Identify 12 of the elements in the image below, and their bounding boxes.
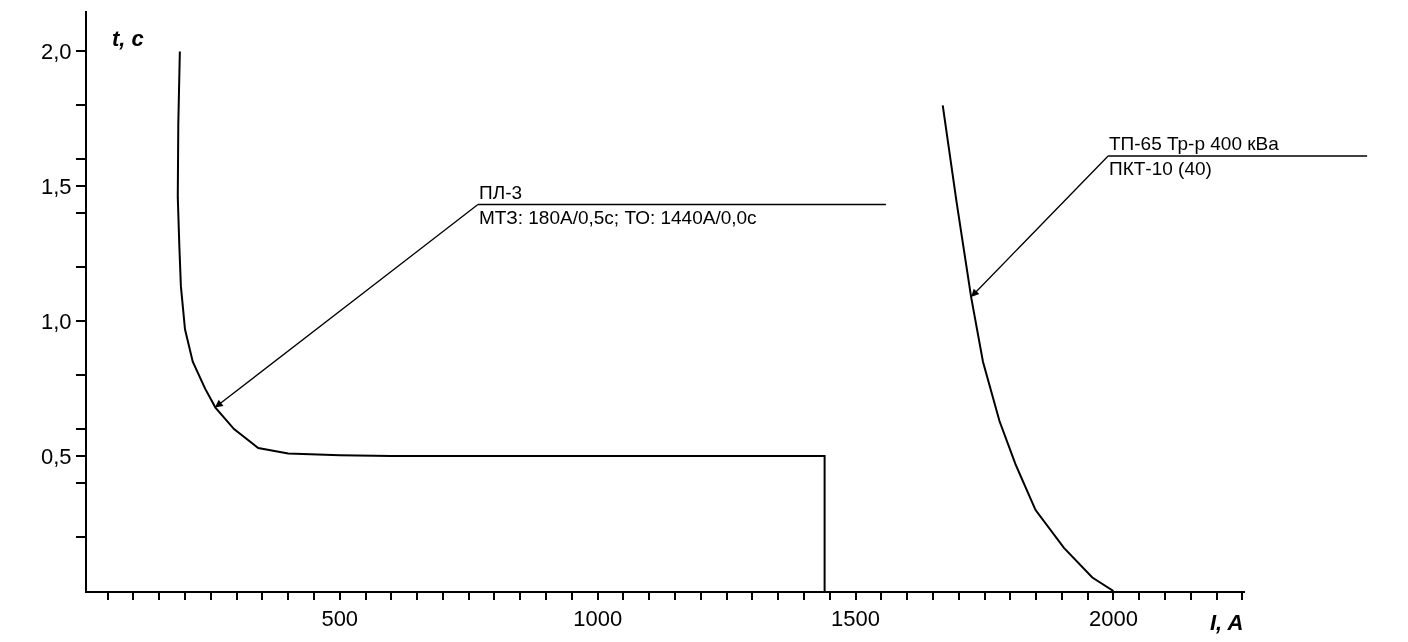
y-axis-title: t, c xyxy=(112,26,144,51)
x-tick-label: 1500 xyxy=(831,606,881,632)
y-tick-label: 2,0 xyxy=(41,39,72,65)
x-tick-label: 500 xyxy=(321,606,359,632)
x-tick-label: 2000 xyxy=(1088,606,1138,632)
x-axis-title: I, A xyxy=(1210,610,1244,635)
x-tick-label: 1000 xyxy=(573,606,623,632)
annotation: ПЛ-3 МТЗ: 180А/0,5с; ТО: 1440А/0,0с xyxy=(479,182,757,228)
y-tick-label: 0,5 xyxy=(41,443,72,469)
y-tick-label: 1,5 xyxy=(41,174,72,200)
annotation: ТП-65 Тр-р 400 кВа ПКТ-10 (40) xyxy=(1109,133,1280,179)
y-tick-label: 1,0 xyxy=(41,308,72,334)
